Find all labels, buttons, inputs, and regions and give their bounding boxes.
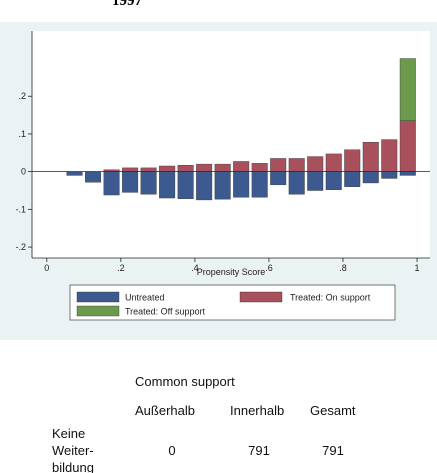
y-tick-label: .2 <box>18 91 26 101</box>
column-header: Außerhalb <box>135 403 195 418</box>
bar <box>270 171 287 186</box>
legend-label: Untreated <box>125 293 165 303</box>
row-label: Weiter- <box>52 443 94 458</box>
bar <box>399 58 416 121</box>
bar <box>381 139 398 172</box>
bar <box>103 171 120 196</box>
x-axis-label: Propensity Score <box>197 267 266 277</box>
bar <box>214 171 231 200</box>
bar <box>140 167 157 172</box>
bar <box>288 171 305 195</box>
x-tick-label: .6 <box>265 263 273 273</box>
bar <box>122 167 139 172</box>
y-tick-label: -.2 <box>15 242 26 252</box>
table-title: Common support <box>135 374 235 389</box>
bar <box>196 163 213 172</box>
legend-key <box>76 305 120 317</box>
y-tick-label: 0 <box>21 167 26 177</box>
bar <box>381 171 398 179</box>
bar <box>288 158 305 172</box>
bar <box>399 171 416 176</box>
bar <box>233 171 250 198</box>
bar <box>399 120 416 172</box>
bar <box>196 171 213 201</box>
bar <box>307 156 324 172</box>
cell: 0 <box>168 443 175 458</box>
x-tick-label: 1 <box>415 263 420 273</box>
y-tick-label: -.1 <box>15 204 26 214</box>
bar <box>177 171 194 199</box>
bar <box>362 171 379 184</box>
bar <box>159 165 176 172</box>
bar <box>344 149 361 172</box>
bar <box>325 171 342 190</box>
bar <box>307 171 324 191</box>
bar <box>325 153 342 172</box>
row-label: Keine <box>52 426 85 441</box>
bar <box>214 163 231 172</box>
x-tick-label: .8 <box>339 263 347 273</box>
bar <box>122 171 139 193</box>
bar <box>66 171 83 176</box>
column-header: Innerhalb <box>230 403 284 418</box>
bar <box>177 165 194 172</box>
header-title: 1997 <box>112 0 143 9</box>
x-tick-label: 0 <box>44 263 49 273</box>
row-label: bildung <box>52 460 94 473</box>
legend-label: Treated: On support <box>290 293 371 303</box>
bar <box>270 158 287 172</box>
bar <box>233 161 250 172</box>
legend-key <box>76 291 120 303</box>
x-tick-label: .4 <box>191 263 199 273</box>
bar <box>140 171 157 195</box>
legend <box>69 284 396 321</box>
bar <box>251 163 268 172</box>
x-tick-label: .2 <box>117 263 125 273</box>
bar <box>85 171 102 183</box>
legend-label: Treated: Off support <box>125 307 206 317</box>
bar <box>344 171 361 187</box>
bar <box>159 171 176 199</box>
column-header: Gesamt <box>310 403 356 418</box>
bar <box>251 171 268 198</box>
cell: 791 <box>248 443 270 458</box>
bar <box>362 142 379 172</box>
legend-key <box>239 291 283 303</box>
cell: 791 <box>322 443 344 458</box>
y-tick-label: .1 <box>18 129 26 139</box>
